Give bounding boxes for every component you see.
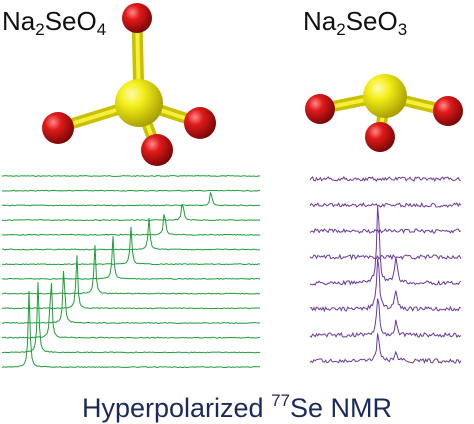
se-o3-spectra-stack <box>309 175 462 365</box>
spectrum-trace <box>1 245 261 295</box>
selenium-atom <box>115 79 163 127</box>
formula-na2seo4: Na2SeO4 <box>2 8 106 38</box>
spectrum-trace <box>309 228 461 234</box>
formula-mid: SeO <box>345 6 398 36</box>
formula-subscript: 3 <box>397 20 408 39</box>
caption-suffix: Se NMR <box>290 393 393 423</box>
spectrum-trace <box>1 189 261 192</box>
spectrum-trace <box>1 192 261 207</box>
oxygen-atom <box>184 107 216 139</box>
oxygen-atom <box>433 96 463 126</box>
molecule-na2seo4 <box>42 3 216 166</box>
spectrum-trace <box>309 201 462 208</box>
spectrum-trace <box>1 270 261 324</box>
formula-base: Na <box>303 6 337 36</box>
formula-subscript: 2 <box>336 20 346 39</box>
molecule-na2seo3 <box>305 74 463 152</box>
molecule-models <box>42 3 463 166</box>
spectrum-trace <box>309 206 462 286</box>
isotope-superscript: 77 <box>271 391 290 410</box>
oxygen-atom <box>42 112 74 144</box>
spectrum-trace <box>1 226 261 266</box>
spectrum-trace <box>309 298 462 339</box>
spectrum-trace <box>309 175 461 183</box>
formula-subscript: 4 <box>96 20 107 39</box>
spectrum-trace <box>1 255 261 310</box>
formula-subscript: 2 <box>35 20 45 39</box>
formula-na2seo3: Na2SeO3 <box>303 8 407 38</box>
spectrum-trace <box>1 203 261 222</box>
spectrum-trace <box>1 290 261 369</box>
caption-prefix: Hyperpolarized <box>81 393 272 423</box>
spectrum-trace <box>309 253 462 261</box>
spectrum-trace <box>309 333 462 365</box>
oxygen-atom <box>141 134 173 166</box>
spectrum-trace <box>309 258 461 313</box>
formula-mid: SeO <box>44 6 97 36</box>
spectrum-trace <box>1 282 261 354</box>
oxygen-atom <box>305 94 335 124</box>
se-o4-spectra-stack <box>1 175 261 369</box>
spectrum-trace <box>1 283 261 339</box>
spectrum-trace <box>1 175 261 177</box>
spectrum-trace <box>2 217 261 251</box>
formula-base: Na <box>2 6 36 36</box>
oxygen-atom <box>365 122 395 152</box>
selenium-atom <box>363 74 407 118</box>
oxygen-atom <box>122 3 152 33</box>
caption: Hyperpolarized 77Se NMR <box>0 392 474 422</box>
spectrum-trace <box>1 236 261 280</box>
